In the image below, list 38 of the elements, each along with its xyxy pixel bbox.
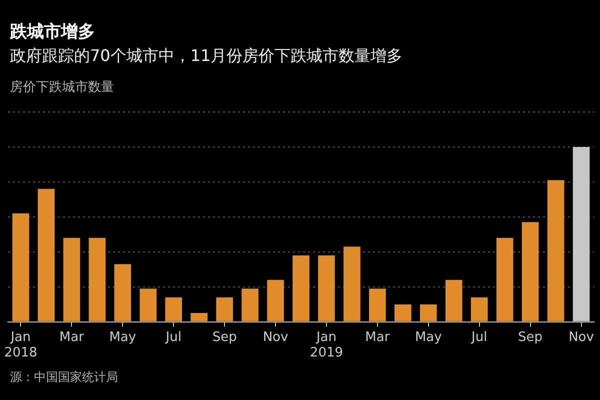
bar (165, 297, 182, 322)
bar (216, 297, 233, 322)
bar (394, 304, 412, 322)
bar (445, 280, 462, 322)
x-tick-label: Jan 2019 (310, 330, 344, 361)
x-tick-label: Nov (262, 330, 289, 345)
bar (242, 288, 258, 322)
bar (63, 238, 80, 322)
bar (470, 297, 488, 322)
chart-title: 跌城市增多 (10, 22, 95, 42)
bar (369, 288, 386, 322)
bar (190, 313, 208, 322)
bar (140, 288, 157, 322)
x-tick-label: May (414, 330, 442, 345)
x-tick-label: Jan 2018 (4, 330, 38, 361)
x-tick-label: Jul (470, 330, 488, 345)
x-tick-label: Mar (59, 330, 85, 345)
bar (114, 264, 132, 322)
bar (267, 280, 284, 322)
bar (12, 213, 30, 322)
bar (318, 255, 335, 322)
x-tick-label: Nov (568, 330, 594, 345)
text: 源：中国国家统计局 (10, 370, 118, 384)
chart-subtitle: 政府跟踪的70个城市中，11月份房价下跌城市数量增多 (10, 46, 403, 66)
x-tick-label: Jul (164, 330, 182, 345)
x-tick-label: Sep (212, 330, 237, 345)
bar (292, 255, 310, 322)
x-tick-label: Mar (365, 330, 390, 345)
bar (496, 238, 514, 322)
bar (38, 188, 55, 322)
bar (547, 180, 564, 322)
x-tick-label: Sep (518, 330, 543, 345)
bar (344, 246, 360, 322)
bar (522, 222, 539, 322)
bar (420, 304, 437, 322)
y-axis-title: 房价下跌城市数量 (10, 80, 114, 96)
bar (88, 238, 106, 322)
x-tick-label: May (109, 330, 136, 345)
